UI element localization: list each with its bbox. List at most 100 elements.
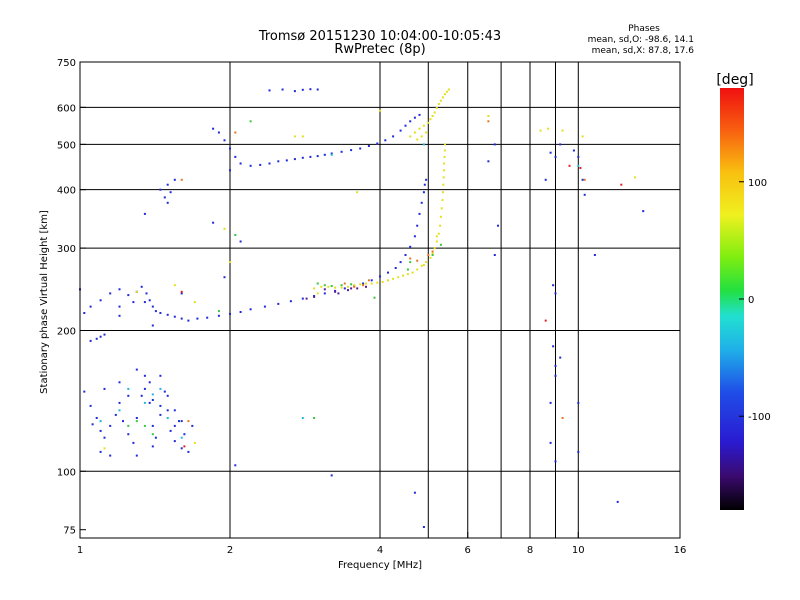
data-point — [173, 409, 176, 412]
data-point — [268, 89, 271, 92]
data-point — [301, 297, 304, 300]
data-point — [581, 178, 584, 181]
data-point — [350, 149, 353, 152]
data-point — [549, 151, 552, 154]
data-point — [487, 115, 490, 117]
data-point — [330, 474, 333, 477]
data-point — [187, 319, 190, 322]
data-point — [425, 131, 428, 134]
data-point — [159, 387, 162, 390]
data-point — [497, 224, 499, 227]
data-point — [234, 464, 237, 467]
data-point — [122, 420, 124, 423]
data-point — [376, 142, 379, 145]
data-point — [173, 284, 176, 287]
data-point — [281, 88, 284, 91]
data-point — [259, 163, 262, 166]
x-tick-label: 4 — [377, 545, 383, 556]
data-point — [183, 445, 186, 448]
data-point — [169, 191, 172, 194]
data-point — [642, 210, 645, 213]
data-point — [249, 120, 252, 123]
x-tick-label: 16 — [674, 545, 687, 556]
data-point — [103, 447, 106, 450]
data-point — [103, 436, 106, 439]
data-point — [83, 390, 86, 393]
colorbar-tick-label: 0 — [748, 295, 754, 306]
data-point — [330, 152, 333, 155]
x-tick-label: 6 — [465, 545, 471, 556]
data-point — [193, 301, 196, 304]
data-point — [217, 314, 220, 317]
data-point — [359, 147, 362, 150]
data-point — [148, 299, 151, 302]
data-point — [406, 268, 409, 271]
y-axis-label: Stationary phase Virtual Height [km] — [39, 210, 50, 394]
data-point — [399, 129, 402, 132]
data-point — [572, 149, 575, 152]
data-point — [427, 254, 430, 256]
data-point — [323, 153, 326, 156]
data-point — [441, 96, 444, 99]
data-point — [249, 164, 252, 167]
data-point — [376, 281, 379, 284]
data-point — [193, 441, 196, 444]
data-point — [493, 143, 496, 146]
data-point — [431, 250, 434, 253]
data-point — [159, 413, 162, 416]
y-tick-label: 100 — [57, 467, 76, 478]
data-point — [365, 282, 367, 285]
data-point — [180, 317, 183, 320]
data-point — [143, 374, 146, 377]
data-point — [554, 292, 557, 295]
x-tick-label: 2 — [227, 545, 233, 556]
data-point — [187, 450, 190, 453]
data-point — [443, 149, 446, 152]
data-point — [159, 404, 162, 407]
data-point — [409, 245, 412, 248]
data-point — [187, 420, 190, 423]
data-point — [429, 256, 432, 259]
data-point — [223, 227, 226, 230]
data-point — [340, 286, 343, 289]
data-point — [293, 158, 296, 161]
data-point — [118, 305, 121, 308]
data-point — [99, 299, 102, 302]
data-point — [173, 424, 176, 427]
data-point — [95, 337, 98, 340]
data-point — [109, 424, 112, 427]
data-point — [442, 183, 445, 186]
stats-x-mode: mean, sd,X: 87.8, 17.6 — [592, 46, 695, 56]
data-point — [323, 288, 326, 291]
data-point — [404, 254, 407, 256]
data-point — [431, 254, 434, 256]
data-point — [493, 254, 496, 256]
data-point — [234, 155, 237, 158]
data-point — [422, 124, 425, 127]
data-point — [362, 284, 365, 287]
data-point — [433, 111, 436, 114]
data-point — [151, 393, 154, 396]
data-point — [249, 308, 252, 311]
data-point — [118, 288, 121, 291]
data-point — [439, 215, 442, 218]
data-point — [411, 271, 414, 274]
data-point — [443, 93, 446, 96]
data-point — [239, 162, 242, 165]
data-point — [420, 201, 423, 204]
data-point — [418, 113, 421, 116]
data-point — [99, 429, 102, 432]
data-point — [169, 429, 172, 432]
data-point — [554, 460, 557, 463]
data-point — [362, 282, 365, 285]
data-point — [394, 267, 397, 269]
data-point — [413, 131, 416, 134]
data-point — [409, 261, 412, 264]
data-point — [323, 284, 326, 287]
data-point — [268, 162, 271, 165]
data-point — [323, 292, 326, 295]
data-point — [289, 300, 292, 303]
data-point — [183, 433, 186, 436]
data-point — [118, 381, 121, 384]
data-point — [343, 287, 346, 290]
